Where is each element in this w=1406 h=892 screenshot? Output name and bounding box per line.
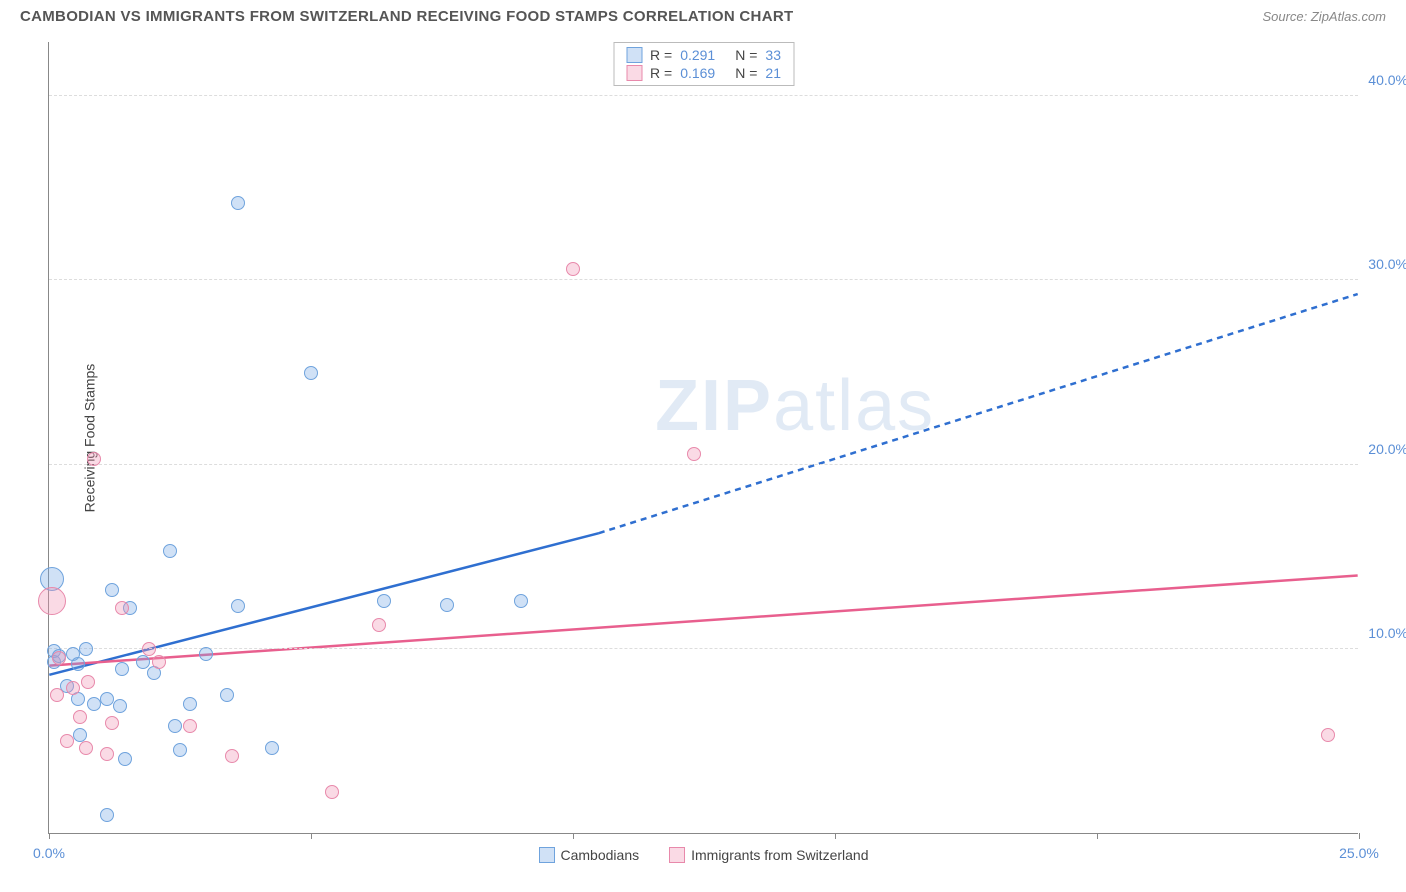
trend-lines-layer: [49, 42, 1358, 833]
correlation-legend: R = 0.291 N = 33 R = 0.169 N = 21: [613, 42, 794, 86]
data-point: [304, 366, 318, 380]
chart-header: CAMBODIAN VS IMMIGRANTS FROM SWITZERLAND…: [0, 0, 1406, 31]
series-name: Cambodians: [561, 847, 640, 863]
data-point: [183, 719, 197, 733]
gridline: [49, 95, 1358, 96]
y-tick-label: 40.0%: [1364, 72, 1406, 88]
y-tick-label: 30.0%: [1364, 256, 1406, 272]
gridline: [49, 464, 1358, 465]
y-tick-label: 20.0%: [1364, 441, 1406, 457]
legend-swatch: [626, 65, 642, 81]
legend-n-label: N =: [735, 65, 757, 81]
legend-r-value: 0.169: [680, 65, 715, 81]
data-point: [325, 785, 339, 799]
legend-swatch: [539, 847, 555, 863]
series-legend-item: Cambodians: [539, 847, 640, 863]
series-legend-item: Immigrants from Switzerland: [669, 847, 868, 863]
data-point: [73, 710, 87, 724]
legend-row: R = 0.291 N = 33: [626, 47, 781, 63]
x-tick: [311, 833, 312, 839]
data-point: [115, 601, 129, 615]
x-tick: [1359, 833, 1360, 839]
data-point: [142, 642, 156, 656]
data-point: [372, 618, 386, 632]
data-point: [100, 692, 114, 706]
x-tick: [49, 833, 50, 839]
chart-plot-area: Receiving Food Stamps ZIPatlas R = 0.291 N…: [48, 42, 1358, 834]
data-point: [118, 752, 132, 766]
data-point: [87, 697, 101, 711]
data-point: [79, 642, 93, 656]
data-point: [199, 647, 213, 661]
data-point: [60, 734, 74, 748]
data-point: [115, 662, 129, 676]
data-point: [87, 452, 101, 466]
series-legend: Cambodians Immigrants from Switzerland: [539, 847, 869, 863]
gridline: [49, 648, 1358, 649]
data-point: [71, 657, 85, 671]
data-point: [220, 688, 234, 702]
data-point: [163, 544, 177, 558]
data-point: [73, 728, 87, 742]
legend-r-label: R =: [650, 65, 672, 81]
data-point: [50, 688, 64, 702]
series-name: Immigrants from Switzerland: [691, 847, 868, 863]
data-point: [514, 594, 528, 608]
data-point: [79, 741, 93, 755]
x-tick-label: 25.0%: [1339, 845, 1379, 861]
legend-row: R = 0.169 N = 21: [626, 65, 781, 81]
data-point: [52, 651, 66, 665]
data-point: [105, 716, 119, 730]
watermark: ZIPatlas: [655, 365, 935, 447]
x-tick: [1097, 833, 1098, 839]
data-point: [231, 196, 245, 210]
data-point: [105, 583, 119, 597]
data-point: [183, 697, 197, 711]
legend-swatch: [626, 47, 642, 63]
data-point: [377, 594, 391, 608]
data-point: [66, 681, 80, 695]
data-point: [1321, 728, 1335, 742]
gridline: [49, 279, 1358, 280]
y-tick-label: 10.0%: [1364, 625, 1406, 641]
data-point: [100, 747, 114, 761]
data-point: [100, 808, 114, 822]
legend-r-label: R =: [650, 47, 672, 63]
x-tick: [573, 833, 574, 839]
chart-title: CAMBODIAN VS IMMIGRANTS FROM SWITZERLAND…: [20, 8, 793, 25]
data-point: [265, 741, 279, 755]
legend-n-value: 21: [765, 65, 781, 81]
data-point: [38, 587, 66, 615]
data-point: [168, 719, 182, 733]
x-tick: [835, 833, 836, 839]
legend-swatch: [669, 847, 685, 863]
source-attribution: Source: ZipAtlas.com: [1262, 9, 1386, 24]
data-point: [566, 262, 580, 276]
data-point: [81, 675, 95, 689]
legend-r-value: 0.291: [680, 47, 715, 63]
data-point: [440, 598, 454, 612]
legend-n-value: 33: [765, 47, 781, 63]
x-tick-label: 0.0%: [33, 845, 65, 861]
y-axis-label: Receiving Food Stamps: [81, 363, 97, 512]
data-point: [113, 699, 127, 713]
data-point: [225, 749, 239, 763]
legend-n-label: N =: [735, 47, 757, 63]
data-point: [687, 447, 701, 461]
data-point: [173, 743, 187, 757]
data-point: [231, 599, 245, 613]
data-point: [152, 655, 166, 669]
